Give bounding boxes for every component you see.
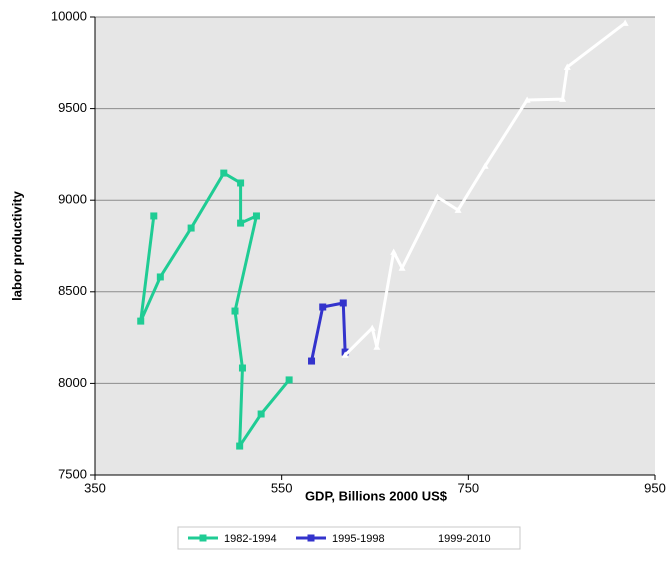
- x-tick-label: 950: [644, 480, 666, 495]
- y-tick-label: 8500: [58, 283, 87, 298]
- x-tick-label: 750: [457, 480, 479, 495]
- legend-label: 1995-1998: [332, 533, 385, 545]
- marker: [481, 162, 489, 169]
- marker: [341, 351, 349, 358]
- legend-label: 1982-1994: [224, 533, 277, 545]
- marker: [237, 219, 245, 227]
- x-axis-label: GDP, Billions 2000 US$: [305, 488, 448, 503]
- marker: [454, 206, 462, 213]
- marker: [621, 19, 629, 26]
- marker: [252, 212, 260, 220]
- y-tick-label: 9000: [58, 192, 87, 207]
- marker: [187, 224, 195, 232]
- y-tick-label: 8000: [58, 375, 87, 390]
- series-line: [310, 301, 347, 362]
- marker: [563, 63, 571, 70]
- legend-box: [177, 526, 521, 550]
- marker: [523, 96, 531, 103]
- marker: [308, 357, 316, 365]
- x-tick-label: 350: [84, 480, 106, 495]
- marker: [231, 307, 239, 315]
- marker: [150, 212, 158, 220]
- marker: [319, 303, 327, 311]
- marker: [285, 376, 293, 384]
- x-tick-label: 550: [271, 480, 293, 495]
- marker: [398, 264, 406, 271]
- marker: [434, 193, 442, 200]
- marker: [390, 248, 398, 255]
- marker: [339, 299, 347, 307]
- marker: [220, 169, 228, 177]
- marker: [156, 273, 164, 281]
- marker: [559, 95, 567, 102]
- y-axis-label: labor productivity: [9, 190, 24, 301]
- plot-area: [95, 17, 655, 475]
- y-tick-label: 10000: [51, 8, 87, 23]
- marker: [368, 324, 376, 331]
- legend-label: 1999-2010: [438, 533, 491, 545]
- marker: [137, 317, 145, 325]
- marker: [307, 534, 315, 542]
- marker: [373, 343, 381, 350]
- marker: [236, 442, 244, 450]
- marker: [238, 364, 246, 372]
- marker: [257, 410, 265, 418]
- marker: [199, 534, 207, 542]
- y-tick-label: 7500: [58, 466, 87, 481]
- marker: [413, 534, 421, 541]
- marker: [237, 179, 245, 187]
- y-tick-label: 9500: [58, 100, 87, 115]
- series-line: [344, 21, 627, 357]
